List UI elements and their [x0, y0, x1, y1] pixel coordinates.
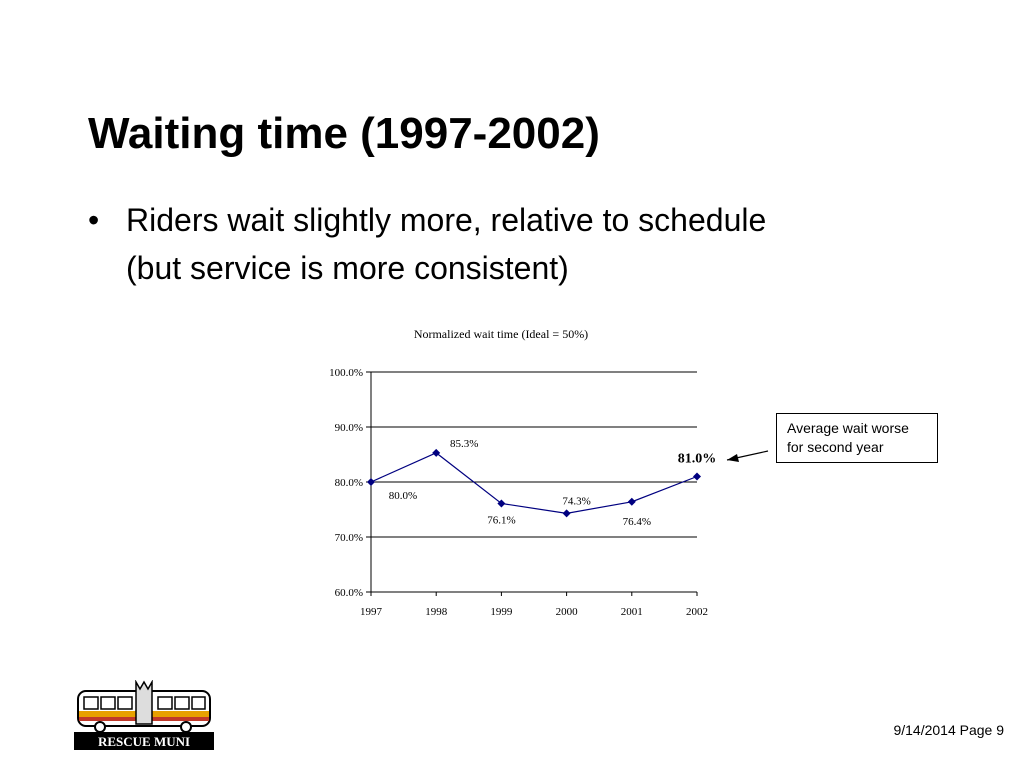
- chart-data-labels: 80.0% 85.3% 76.1% 74.3% 76.4% 81.0%: [389, 438, 716, 528]
- x-tick-label: 2001: [621, 606, 643, 618]
- x-tick-label: 2000: [556, 606, 579, 618]
- data-label: 74.3%: [562, 495, 590, 507]
- bullet-list: • Riders wait slightly more, relative to…: [88, 196, 988, 292]
- y-tick-label: 80.0%: [335, 477, 363, 489]
- data-label: 76.4%: [623, 516, 651, 528]
- chart-gridlines: [371, 371, 697, 538]
- x-tick-label: 1999: [490, 606, 513, 618]
- logo-text: RESCUE MUNI: [98, 734, 190, 749]
- chart-title: Normalized wait time (Ideal = 50%): [414, 327, 588, 341]
- data-label: 85.3%: [450, 438, 478, 450]
- data-point: [497, 499, 506, 508]
- callout-line-1: Average wait worse: [787, 420, 909, 436]
- slide-title: Waiting time (1997-2002): [88, 109, 600, 158]
- logo-wheel-icon: [94, 721, 106, 733]
- data-point: [432, 448, 441, 457]
- chart-series: [367, 448, 701, 518]
- bullet-text-line-2: (but service is more consistent): [126, 250, 569, 286]
- logo-banner: [74, 732, 214, 750]
- callout-line-2: for second year: [787, 439, 884, 455]
- data-point: [627, 497, 636, 506]
- bullet-marker: •: [88, 202, 100, 238]
- x-tick-label: 1997: [360, 606, 383, 618]
- rescue-muni-logo: RESCUE MUNI: [74, 680, 214, 750]
- series-line: [370, 452, 698, 514]
- logo-wheel-icon: [180, 721, 192, 733]
- bullet-text-line-1: Riders wait slightly more, relative to s…: [126, 202, 767, 238]
- callout-box: Average wait worse for second year: [776, 413, 938, 463]
- logo-bow-icon: [135, 680, 153, 725]
- y-tick-label: 90.0%: [335, 422, 363, 434]
- page-footer: 9/14/2014 Page 9: [893, 722, 1004, 738]
- y-tick-label: 60.0%: [335, 587, 363, 599]
- data-point: [562, 509, 571, 518]
- x-tick-label: 1998: [425, 606, 448, 618]
- data-point: [693, 472, 701, 481]
- data-label: 76.1%: [487, 514, 515, 526]
- x-tick-label: 2002: [686, 606, 708, 618]
- data-label: 81.0%: [678, 452, 717, 467]
- y-tick-label: 70.0%: [335, 532, 363, 544]
- bullet-item: • Riders wait slightly more, relative to…: [88, 196, 988, 292]
- chart-axes: 60.0% 70.0% 80.0% 90.0% 100.0% 1997 1998 1999 20…: [329, 367, 708, 618]
- callout-arrow-head: [727, 454, 739, 462]
- data-point: [367, 478, 375, 486]
- y-tick-label: 100.0%: [329, 367, 363, 379]
- data-label: 80.0%: [389, 490, 417, 502]
